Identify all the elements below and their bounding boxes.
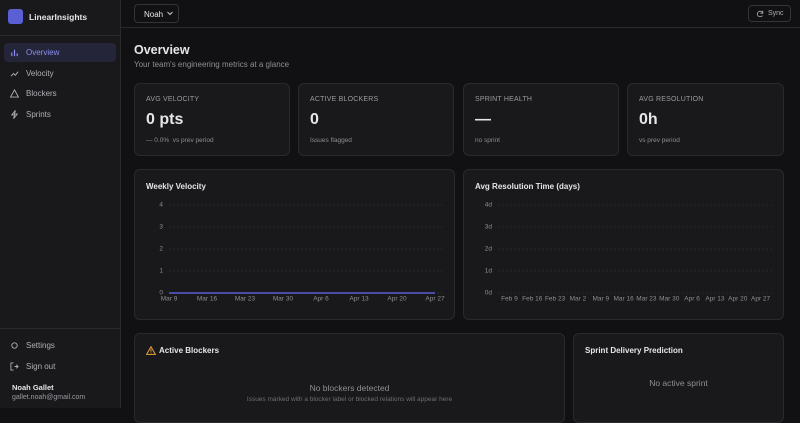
x-tick-label: Mar 9 — [161, 296, 178, 303]
user-name: Noah Gallet — [12, 383, 54, 392]
stat-card: ACTIVE BLOCKERS 0 Issues flagged — [298, 83, 454, 156]
stat-note: vs prev period — [639, 137, 680, 144]
sidebar: LinearInsights Overview Velocity Blocker… — [0, 0, 121, 408]
y-tick-label: 4 — [159, 202, 163, 209]
x-tick-label: Mar 23 — [636, 296, 657, 303]
divider — [0, 328, 120, 329]
panel-title: Active Blockers — [159, 346, 220, 355]
selector-label: Noah — [144, 10, 164, 19]
page-title: Overview — [134, 43, 190, 57]
stat-note: no sprint — [475, 137, 500, 144]
chart: 0 1 2 3 4 Mar 9 Mar 16 Mar 23 Mar 30 Apr 6 Apr 13 A… — [159, 202, 445, 303]
icon — [756, 10, 764, 18]
divider — [0, 35, 120, 36]
brand[interactable]: LinearInsights — [8, 9, 87, 24]
sync-button[interactable]: Sync — [748, 5, 791, 22]
y-tick-label: 2d — [485, 246, 493, 253]
stat-value: 0 — [310, 111, 319, 128]
logo — [8, 9, 23, 24]
x-tick-label: Feb 9 — [501, 296, 518, 303]
x-tick-label: Mar 30 — [659, 296, 680, 303]
chart-title: Weekly Velocity — [146, 182, 206, 191]
icon — [10, 110, 19, 119]
nav-label: Sign out — [26, 362, 56, 371]
empty-note: Issues marked with a blocker label or bl… — [246, 396, 453, 403]
chart-card: Avg Resolution Time (days) 0d 1d 2d 3d 4d Feb … — [463, 169, 784, 320]
chart-title: Avg Resolution Time (days) — [475, 182, 580, 191]
stat-label: AVG VELOCITY — [146, 96, 200, 103]
stat-delta: — 0.0% — [146, 137, 170, 144]
y-tick-label: 3 — [159, 224, 163, 231]
y-tick-label: 1 — [159, 268, 163, 275]
stat-note: Issues flagged — [310, 137, 352, 144]
panel-title: Sprint Delivery Prediction — [585, 346, 683, 355]
panel: Active Blockers No blockers detected Iss… — [134, 333, 565, 423]
x-tick-label: Feb 16 — [522, 296, 543, 303]
y-tick-label: 2 — [159, 246, 163, 253]
x-tick-label: Mar 9 — [592, 296, 609, 303]
x-tick-label: Apr 20 — [728, 296, 748, 303]
stat-card: AVG RESOLUTION 0h vs prev period — [627, 83, 784, 156]
y-tick-label: 0 — [159, 290, 163, 297]
nav-item[interactable]: Settings — [4, 336, 116, 355]
topbar: Noah Sync — [121, 0, 800, 28]
x-tick-label: Mar 16 — [197, 296, 218, 303]
nav-item[interactable]: Sprints — [4, 105, 116, 124]
nav-label: Overview — [26, 48, 60, 57]
stat-label: ACTIVE BLOCKERS — [310, 96, 379, 103]
x-tick-label: Feb 23 — [545, 296, 566, 303]
empty-message: No blockers detected — [309, 383, 390, 393]
y-tick-label: 0d — [485, 290, 493, 297]
icon — [10, 89, 19, 98]
stat-label: SPRINT HEALTH — [475, 96, 533, 103]
icon — [10, 362, 19, 371]
x-tick-label: Apr 13 — [705, 296, 725, 303]
x-tick-label: Apr 6 — [684, 296, 700, 303]
x-tick-label: Mar 23 — [235, 296, 256, 303]
y-tick-label: 1d — [485, 268, 493, 275]
y-tick-label: 4d — [485, 202, 493, 209]
stat-value: 0h — [639, 111, 658, 128]
nav-item[interactable]: Sign out — [4, 357, 116, 376]
nav-item[interactable]: Overview — [4, 43, 116, 62]
nav-label: Blockers — [26, 89, 57, 98]
nav-item[interactable]: Blockers — [4, 84, 116, 103]
icon — [11, 342, 18, 349]
page-subtitle: Your team's engineering metrics at a gla… — [134, 60, 290, 69]
user-email: gallet.noah@gmail.com — [12, 394, 86, 401]
icon — [10, 71, 19, 77]
x-tick-label: Mar 2 — [570, 296, 587, 303]
button-label: Sync — [768, 10, 784, 17]
y-tick-label: 3d — [485, 224, 493, 231]
nav-label: Sprints — [26, 110, 51, 119]
team-selector[interactable]: Noah — [134, 4, 179, 23]
stat-note-text: vs prev period — [172, 137, 214, 144]
stat-card: AVG VELOCITY 0 pts — 0.0% vs prev period — [134, 83, 290, 156]
x-tick-label: Apr 6 — [313, 296, 329, 303]
x-tick-label: Apr 27 — [751, 296, 771, 303]
chart: 0d 1d 2d 3d 4d Feb 9 Feb 16 Feb 23 Mar 2 Mar 9 Mar… — [485, 202, 772, 303]
x-tick-label: Mar 16 — [613, 296, 634, 303]
warning-icon — [146, 346, 156, 355]
nav-label: Velocity — [26, 69, 54, 78]
chevron — [167, 11, 173, 16]
stat-label: AVG RESOLUTION — [639, 96, 704, 103]
x-tick-label: Apr 13 — [349, 296, 369, 303]
x-tick-label: Mar 30 — [273, 296, 294, 303]
empty-message: No active sprint — [649, 378, 708, 388]
stat-value: — — [475, 111, 491, 128]
user: Noah Gallet gallet.noah@gmail.com — [12, 383, 85, 401]
panel: Sprint Delivery Prediction No active spr… — [573, 333, 784, 423]
stat-value: 0 pts — [146, 111, 184, 128]
brand-name: LinearInsights — [29, 11, 88, 22]
icon — [11, 49, 18, 57]
chart-card: Weekly Velocity 0 1 2 3 4 Mar 9 Mar 16 Mar 23 Mar… — [134, 169, 455, 320]
stat-card: SPRINT HEALTH — no sprint — [463, 83, 619, 156]
x-tick-label: Apr 20 — [387, 296, 407, 303]
stat-note: — 0.0% vs prev period — [146, 137, 214, 144]
x-tick-label: Apr 27 — [425, 296, 445, 303]
nav-item[interactable]: Velocity — [4, 64, 116, 83]
nav-label: Settings — [26, 341, 55, 350]
